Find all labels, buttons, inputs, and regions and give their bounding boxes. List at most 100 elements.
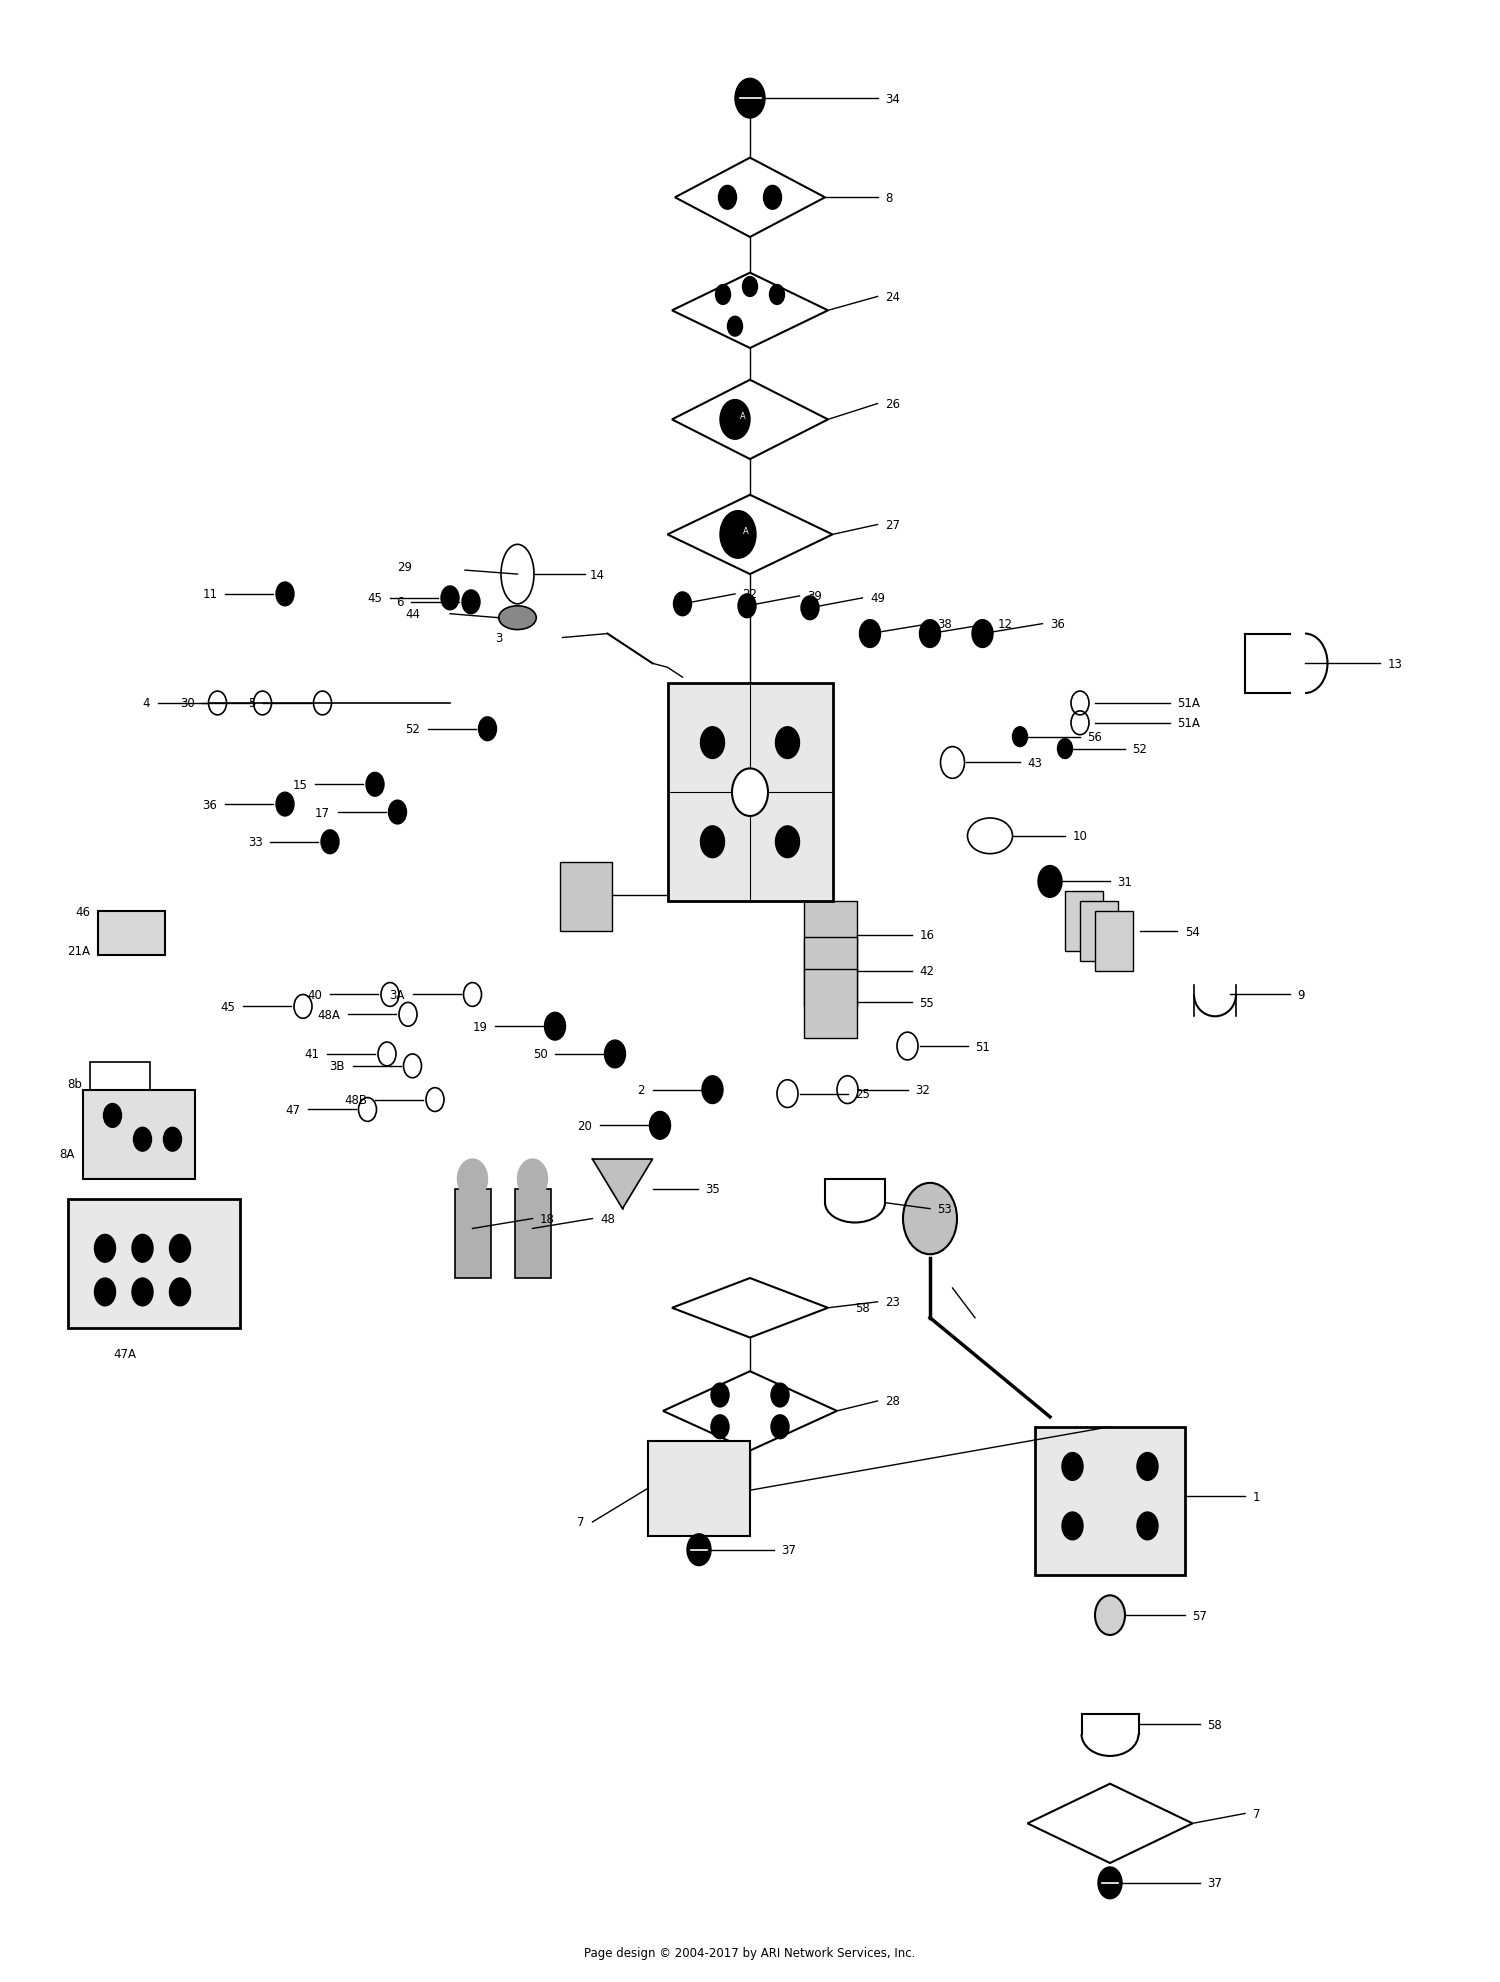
Bar — [514, 1189, 550, 1278]
Text: 51A: 51A — [1178, 717, 1200, 729]
Text: Page design © 2004-2017 by ARI Network Services, Inc.: Page design © 2004-2017 by ARI Network S… — [585, 1946, 915, 1958]
Circle shape — [801, 597, 819, 620]
Text: 48B: 48B — [345, 1094, 368, 1106]
Bar — [90, 1062, 150, 1106]
Circle shape — [776, 826, 800, 858]
Text: 21: 21 — [675, 890, 690, 902]
Text: 15: 15 — [292, 779, 308, 791]
Circle shape — [170, 1278, 190, 1306]
Circle shape — [1137, 1453, 1158, 1481]
Circle shape — [735, 79, 765, 119]
Text: 23: 23 — [885, 1296, 900, 1308]
Circle shape — [764, 186, 782, 210]
Text: 46: 46 — [75, 906, 90, 918]
Circle shape — [728, 317, 742, 337]
Text: 9: 9 — [1298, 989, 1305, 1001]
Text: 47A: 47A — [112, 1348, 136, 1362]
Circle shape — [276, 793, 294, 817]
Text: 51: 51 — [975, 1041, 990, 1052]
Text: 14: 14 — [590, 569, 604, 581]
Circle shape — [920, 620, 940, 648]
Text: 50: 50 — [532, 1048, 548, 1060]
Text: 22: 22 — [742, 589, 758, 601]
Circle shape — [458, 1159, 488, 1199]
Circle shape — [518, 1159, 548, 1199]
Text: 27: 27 — [885, 519, 900, 531]
Circle shape — [650, 1112, 670, 1140]
Circle shape — [164, 1128, 182, 1152]
Text: 57: 57 — [1192, 1609, 1208, 1621]
Circle shape — [132, 1278, 153, 1306]
Circle shape — [771, 1383, 789, 1407]
Text: 43: 43 — [1028, 757, 1042, 769]
Text: 3A: 3A — [390, 989, 405, 1001]
Circle shape — [1095, 1596, 1125, 1635]
Text: 10: 10 — [1072, 830, 1088, 842]
Circle shape — [674, 593, 692, 616]
Circle shape — [1058, 739, 1072, 759]
Bar — [804, 902, 856, 971]
Bar — [1035, 1427, 1185, 1576]
Circle shape — [716, 285, 730, 305]
Text: 54: 54 — [1185, 926, 1200, 937]
Circle shape — [1013, 727, 1028, 747]
Circle shape — [720, 511, 756, 559]
Text: 40: 40 — [308, 989, 322, 1001]
Text: 18: 18 — [540, 1213, 555, 1225]
Text: 26: 26 — [885, 398, 900, 410]
Circle shape — [104, 1104, 122, 1128]
Text: 53: 53 — [938, 1203, 952, 1215]
Circle shape — [94, 1235, 116, 1263]
Bar — [804, 937, 856, 1007]
Circle shape — [388, 801, 406, 825]
Text: 51A: 51A — [1178, 698, 1200, 710]
Circle shape — [276, 583, 294, 606]
Polygon shape — [592, 1159, 652, 1209]
Circle shape — [134, 1128, 152, 1152]
Circle shape — [972, 620, 993, 648]
Circle shape — [544, 1013, 566, 1041]
Text: 58: 58 — [855, 1302, 870, 1314]
Text: 38: 38 — [938, 618, 952, 630]
Text: 25: 25 — [855, 1088, 870, 1100]
Text: 24: 24 — [885, 291, 900, 303]
Text: 48: 48 — [600, 1213, 615, 1225]
Text: 34: 34 — [885, 93, 900, 105]
Circle shape — [1098, 1867, 1122, 1899]
Text: 5: 5 — [248, 698, 255, 710]
Circle shape — [1062, 1453, 1083, 1481]
Text: 1: 1 — [1252, 1490, 1260, 1502]
Ellipse shape — [498, 606, 537, 630]
Text: 12: 12 — [998, 618, 1012, 630]
Text: 31: 31 — [1118, 876, 1132, 888]
Circle shape — [687, 1534, 711, 1566]
Text: A: A — [742, 527, 748, 535]
Circle shape — [711, 1383, 729, 1407]
Bar — [1080, 902, 1118, 961]
Text: 37: 37 — [782, 1544, 796, 1556]
Circle shape — [94, 1278, 116, 1306]
Circle shape — [903, 1183, 957, 1255]
Circle shape — [859, 620, 880, 648]
Text: 2: 2 — [638, 1084, 645, 1096]
Bar — [668, 684, 832, 902]
Text: 7: 7 — [578, 1516, 585, 1528]
Bar — [1095, 912, 1132, 971]
Bar — [98, 912, 165, 955]
Text: 33: 33 — [248, 836, 262, 848]
Circle shape — [776, 727, 800, 759]
Text: 7: 7 — [1252, 1808, 1260, 1819]
Circle shape — [742, 277, 758, 297]
Circle shape — [700, 727, 724, 759]
Text: 8b: 8b — [68, 1078, 82, 1090]
Text: 52: 52 — [405, 723, 420, 735]
Circle shape — [132, 1235, 153, 1263]
Circle shape — [738, 595, 756, 618]
Text: 13: 13 — [1388, 658, 1402, 670]
Circle shape — [1038, 866, 1062, 898]
Text: 16: 16 — [920, 930, 934, 941]
Circle shape — [718, 186, 736, 210]
Text: 4: 4 — [142, 698, 150, 710]
Bar — [648, 1441, 750, 1536]
Circle shape — [732, 769, 768, 817]
